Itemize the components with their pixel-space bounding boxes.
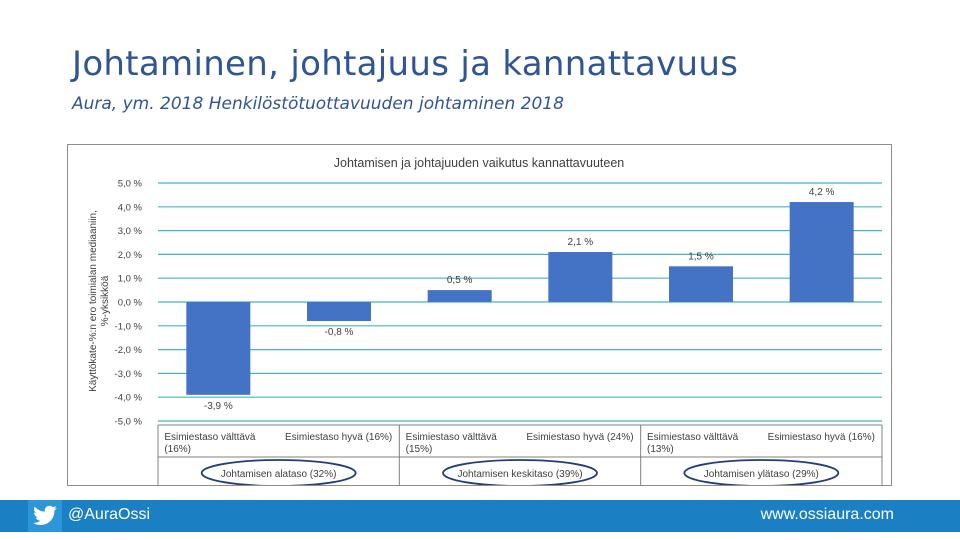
group-label: Johtamisen alataso (32%)	[221, 469, 337, 480]
bar	[548, 252, 613, 302]
category-label: Esimiestaso välttävä (15%)	[406, 432, 498, 455]
y-tick-label: -3,0 %	[115, 369, 143, 380]
value-label: -3,9 %	[204, 401, 233, 412]
bar	[669, 266, 733, 302]
y-axis-label-line: Käyttökate-%:n ero toimialan mediaaniin,	[88, 210, 99, 392]
category-label-line: Esimiestaso hyvä (16%)	[285, 432, 392, 443]
chart-title: Johtamisen ja johtajuuden vaikutus kanna…	[334, 156, 625, 170]
y-tick-label: 1,0 %	[118, 274, 143, 285]
footer-bar: @AuraOssi www.ossiaura.com	[0, 500, 960, 532]
chart-frame: Johtamisen ja johtajuuden vaikutus kanna…	[67, 144, 892, 486]
twitter-badge[interactable]	[28, 500, 62, 532]
y-tick-label: 4,0 %	[118, 202, 143, 213]
value-labels: -3,9 % -0,8 % 0,5 % 2,1 % 1,5 % 4,2 %	[204, 187, 835, 412]
bar	[307, 302, 371, 322]
group-label: Johtamisen keskitaso (39%)	[457, 469, 582, 480]
bar	[789, 202, 854, 302]
y-axis-ticks: 5,0 % 4,0 % 3,0 % 2,0 % 1,0 % 0,0 % -1,0 % -2,0…	[115, 179, 143, 428]
y-tick-label: -2,0 %	[115, 345, 143, 356]
category-label-line: Esimiestaso hyvä (16%)	[768, 432, 875, 443]
y-axis-label: Käyttökate-%:n ero toimialan mediaaniin,…	[88, 210, 111, 392]
group-ellipse	[200, 459, 357, 485]
group-labels: Johtamisen alataso (32%) Johtamisen keski…	[200, 459, 840, 485]
category-table: Esimiestaso välttävä (16%)Esimiestaso hyv…	[157, 424, 883, 485]
y-tick-label: 0,0 %	[118, 298, 143, 309]
website-link[interactable]: www.ossiaura.com	[760, 506, 894, 523]
slide-title: Johtaminen, johtajuus ja kannattavuus	[72, 44, 739, 84]
bar	[427, 290, 492, 302]
bars	[186, 202, 854, 395]
twitter-bird-icon	[33, 505, 57, 525]
category-label-line: Esimiestaso hyvä (24%)	[526, 432, 633, 443]
y-tick-label: -4,0 %	[115, 393, 143, 404]
y-tick-label: 5,0 %	[118, 179, 143, 190]
category-label: Esimiestaso välttävä (16%)	[164, 432, 256, 455]
value-label: 2,1 %	[568, 237, 594, 248]
category-label-line: Esimiestaso välttävä	[406, 432, 498, 443]
y-tick-label: -5,0 %	[115, 417, 143, 428]
category-label-line: Esimiestaso välttävä	[164, 432, 256, 443]
category-label-line: (13%)	[647, 444, 674, 455]
y-tick-label: 3,0 %	[118, 226, 143, 237]
category-label-line: Esimiestaso välttävä	[647, 432, 739, 443]
gridlines	[158, 182, 882, 422]
category-label: Esimiestaso hyvä (16%)	[768, 432, 875, 443]
group-label: Johtamisen ylätaso (29%)	[704, 469, 819, 480]
category-label-line: (16%)	[164, 444, 191, 455]
value-label: 1,5 %	[688, 251, 714, 262]
bar	[186, 302, 251, 395]
value-label: 4,2 %	[809, 187, 835, 198]
y-axis-label-line: %-yksikköä	[100, 275, 111, 326]
value-label: 0,5 %	[447, 275, 473, 286]
category-label: Esimiestaso välttävä (13%)	[647, 432, 739, 455]
slide-subtitle: Aura, ym. 2018 Henkilöstötuottavuuden jo…	[72, 94, 564, 114]
bar-chart: Johtamisen ja johtajuuden vaikutus kanna…	[88, 156, 883, 485]
category-label-line: (15%)	[406, 444, 433, 455]
twitter-handle[interactable]: @AuraOssi	[68, 506, 151, 523]
category-label: Esimiestaso hyvä (16%)	[285, 432, 392, 443]
y-tick-label: -1,0 %	[115, 321, 143, 332]
group-ellipse	[683, 459, 840, 485]
y-tick-label: 2,0 %	[118, 250, 143, 261]
category-label: Esimiestaso hyvä (24%)	[526, 432, 633, 443]
group-ellipse	[442, 459, 598, 485]
value-label: -0,8 %	[325, 327, 354, 338]
